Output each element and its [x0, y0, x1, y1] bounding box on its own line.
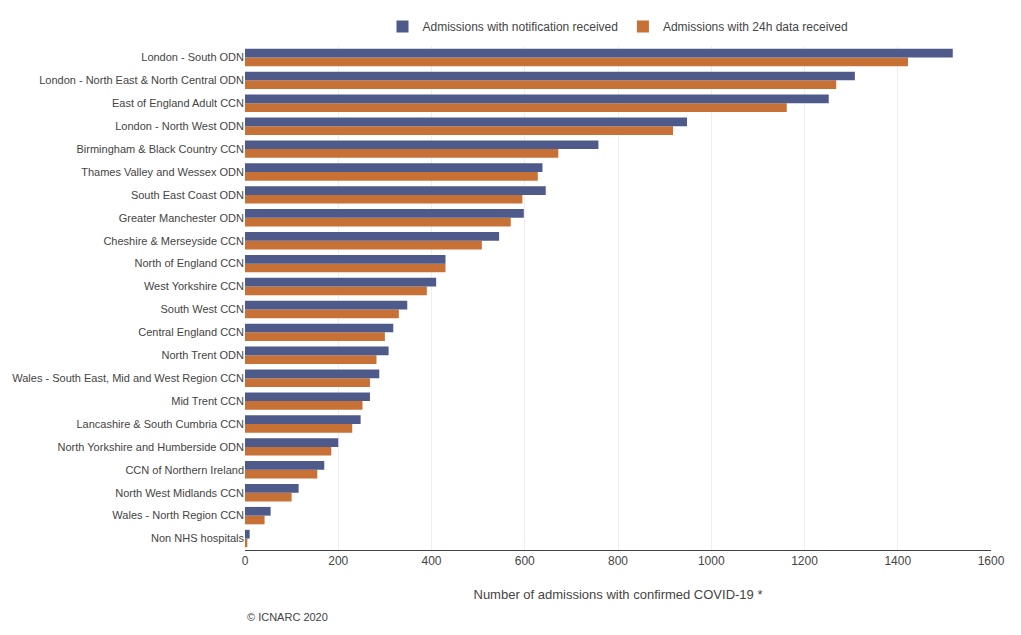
svg-text:North West Midlands CCN: North West Midlands CCN: [115, 487, 244, 499]
svg-text:© ICNARC 2020: © ICNARC 2020: [247, 611, 328, 623]
svg-text:200: 200: [328, 554, 348, 568]
svg-text:Wales - North Region CCN: Wales - North Region CCN: [112, 509, 244, 521]
svg-text:1000: 1000: [698, 554, 725, 568]
svg-text:Cheshire & Merseyside CCN: Cheshire & Merseyside CCN: [103, 235, 244, 247]
svg-text:Greater Manchester ODN: Greater Manchester ODN: [119, 212, 244, 224]
svg-text:600: 600: [515, 554, 535, 568]
svg-text:North Yorkshire and Humberside: North Yorkshire and Humberside ODN: [58, 441, 245, 453]
svg-text:1400: 1400: [884, 554, 911, 568]
svg-text:Non NHS hospitals: Non NHS hospitals: [151, 532, 244, 544]
svg-text:1200: 1200: [791, 554, 818, 568]
svg-text:Admissions with notification r: Admissions with notification received: [423, 20, 618, 34]
svg-text:London - South ODN: London - South ODN: [141, 51, 244, 63]
svg-text:North Trent ODN: North Trent ODN: [161, 349, 244, 361]
svg-text:London - North West ODN: London - North West ODN: [115, 120, 244, 132]
svg-text:Admissions with 24h data recei: Admissions with 24h data received: [663, 20, 848, 34]
svg-text:Birmingham & Black Country CCN: Birmingham & Black Country CCN: [77, 143, 245, 155]
svg-text:Mid Trent CCN: Mid Trent CCN: [171, 395, 244, 407]
svg-text:400: 400: [421, 554, 441, 568]
svg-text:North of England CCN: North of England CCN: [135, 257, 244, 269]
svg-text:Central England CCN: Central England CCN: [138, 326, 244, 338]
svg-text:1600: 1600: [978, 554, 1005, 568]
svg-text:South East Coast ODN: South East Coast ODN: [131, 189, 244, 201]
svg-text:Wales - South East, Mid and We: Wales - South East, Mid and West Region …: [12, 372, 244, 384]
svg-text:800: 800: [608, 554, 628, 568]
svg-text:CCN of Northern Ireland: CCN of Northern Ireland: [125, 464, 244, 476]
svg-text:0: 0: [242, 554, 249, 568]
svg-text:South West CCN: South West CCN: [160, 303, 244, 315]
svg-text:East of England Adult CCN: East of England Adult CCN: [112, 97, 244, 109]
svg-text:Thames Valley and Wessex ODN: Thames Valley and Wessex ODN: [81, 166, 244, 178]
svg-text:London - North East & North Ce: London - North East & North Central ODN: [39, 74, 244, 86]
svg-text:Lancashire & South Cumbria CCN: Lancashire & South Cumbria CCN: [76, 418, 244, 430]
svg-text:Number of admissions with conf: Number of admissions with confirmed COVI…: [474, 587, 763, 602]
svg-text:West Yorkshire CCN: West Yorkshire CCN: [144, 280, 244, 292]
